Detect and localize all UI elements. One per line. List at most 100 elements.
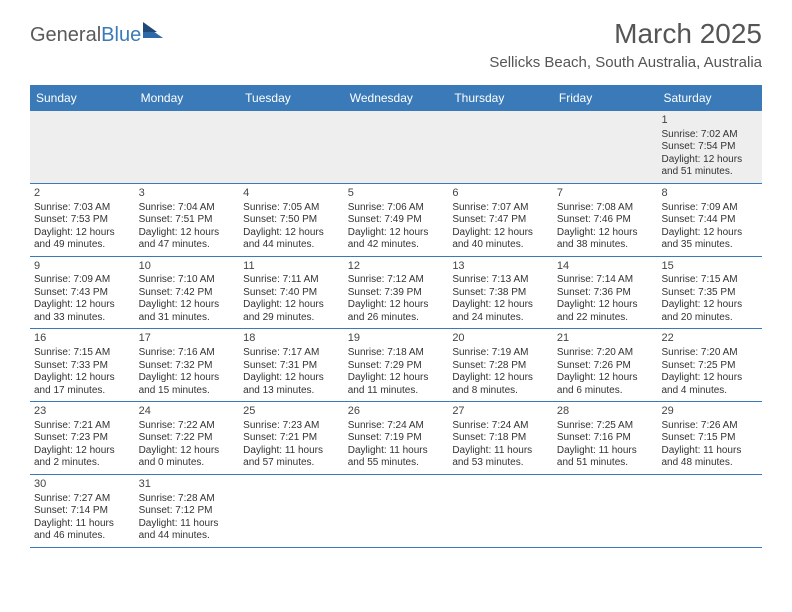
daylight-text: Daylight: 12 hours [557,372,654,385]
sunset-text: Sunset: 7:39 PM [348,287,445,300]
calendar-cell: 7Sunrise: 7:08 AMSunset: 7:46 PMDaylight… [553,184,658,256]
day-number: 3 [139,187,236,201]
sunrise-text: Sunrise: 7:10 AM [139,274,236,287]
sunrise-text: Sunrise: 7:15 AM [34,347,131,360]
calendar-cell: 14Sunrise: 7:14 AMSunset: 7:36 PMDayligh… [553,257,658,329]
daylight-text: and 51 minutes. [661,166,758,179]
daylight-text: and 13 minutes. [243,385,340,398]
day-number: 21 [557,332,654,346]
sunrise-text: Sunrise: 7:15 AM [661,274,758,287]
sunset-text: Sunset: 7:16 PM [557,432,654,445]
day-number: 8 [661,187,758,201]
calendar-week: 23Sunrise: 7:21 AMSunset: 7:23 PMDayligh… [30,402,762,475]
calendar-week: 1Sunrise: 7:02 AMSunset: 7:54 PMDaylight… [30,111,762,184]
daylight-text: and 31 minutes. [139,312,236,325]
daylight-text: and 22 minutes. [557,312,654,325]
daylight-text: Daylight: 12 hours [452,299,549,312]
day-number: 30 [34,478,131,492]
sunset-text: Sunset: 7:53 PM [34,214,131,227]
daylight-text: Daylight: 11 hours [34,518,131,531]
calendar-cell: 3Sunrise: 7:04 AMSunset: 7:51 PMDaylight… [135,184,240,256]
sunset-text: Sunset: 7:43 PM [34,287,131,300]
sunrise-text: Sunrise: 7:07 AM [452,202,549,215]
sunset-text: Sunset: 7:18 PM [452,432,549,445]
daylight-text: Daylight: 12 hours [661,154,758,167]
daylight-text: Daylight: 12 hours [452,227,549,240]
daylight-text: and 57 minutes. [243,457,340,470]
daylight-text: Daylight: 12 hours [557,227,654,240]
sunset-text: Sunset: 7:12 PM [139,505,236,518]
calendar-cell: 28Sunrise: 7:25 AMSunset: 7:16 PMDayligh… [553,402,658,474]
sunrise-text: Sunrise: 7:22 AM [139,420,236,433]
calendar-week: 16Sunrise: 7:15 AMSunset: 7:33 PMDayligh… [30,329,762,402]
daylight-text: Daylight: 12 hours [348,372,445,385]
calendar: Sunday Monday Tuesday Wednesday Thursday… [30,85,762,548]
calendar-cell: 11Sunrise: 7:11 AMSunset: 7:40 PMDayligh… [239,257,344,329]
sunrise-text: Sunrise: 7:28 AM [139,493,236,506]
sunset-text: Sunset: 7:36 PM [557,287,654,300]
calendar-cell: 6Sunrise: 7:07 AMSunset: 7:47 PMDaylight… [448,184,553,256]
daylight-text: Daylight: 12 hours [452,372,549,385]
sunrise-text: Sunrise: 7:24 AM [348,420,445,433]
calendar-cell: 18Sunrise: 7:17 AMSunset: 7:31 PMDayligh… [239,329,344,401]
day-number: 10 [139,260,236,274]
calendar-cell: 22Sunrise: 7:20 AMSunset: 7:25 PMDayligh… [657,329,762,401]
daylight-text: Daylight: 12 hours [34,445,131,458]
daylight-text: and 0 minutes. [139,457,236,470]
daylight-text: Daylight: 12 hours [34,372,131,385]
location: Sellicks Beach, South Australia, Austral… [489,54,762,71]
daylight-text: and 42 minutes. [348,239,445,252]
logo-flag-icon [143,22,165,43]
sunset-text: Sunset: 7:42 PM [139,287,236,300]
logo: General Blue [30,24,165,47]
calendar-week: 2Sunrise: 7:03 AMSunset: 7:53 PMDaylight… [30,184,762,257]
calendar-cell: 31Sunrise: 7:28 AMSunset: 7:12 PMDayligh… [135,475,240,547]
logo-text-general: General [30,24,101,47]
daylight-text: and 51 minutes. [557,457,654,470]
sunset-text: Sunset: 7:32 PM [139,360,236,373]
calendar-cell: 19Sunrise: 7:18 AMSunset: 7:29 PMDayligh… [344,329,449,401]
day-number: 13 [452,260,549,274]
sunrise-text: Sunrise: 7:05 AM [243,202,340,215]
sunrise-text: Sunrise: 7:03 AM [34,202,131,215]
day-number: 5 [348,187,445,201]
day-number: 1 [661,114,758,128]
sunset-text: Sunset: 7:25 PM [661,360,758,373]
sunrise-text: Sunrise: 7:11 AM [243,274,340,287]
sunrise-text: Sunrise: 7:08 AM [557,202,654,215]
calendar-cell [344,111,449,183]
calendar-cell: 21Sunrise: 7:20 AMSunset: 7:26 PMDayligh… [553,329,658,401]
day-number: 18 [243,332,340,346]
day-header: Friday [553,85,658,111]
sunrise-text: Sunrise: 7:06 AM [348,202,445,215]
daylight-text: and 46 minutes. [34,530,131,543]
sunset-text: Sunset: 7:23 PM [34,432,131,445]
calendar-cell: 17Sunrise: 7:16 AMSunset: 7:32 PMDayligh… [135,329,240,401]
daylight-text: and 24 minutes. [452,312,549,325]
sunrise-text: Sunrise: 7:14 AM [557,274,654,287]
calendar-cell [30,111,135,183]
day-number: 24 [139,405,236,419]
daylight-text: Daylight: 12 hours [661,372,758,385]
sunset-text: Sunset: 7:35 PM [661,287,758,300]
day-number: 7 [557,187,654,201]
sunset-text: Sunset: 7:29 PM [348,360,445,373]
sunset-text: Sunset: 7:44 PM [661,214,758,227]
daylight-text: and 17 minutes. [34,385,131,398]
daylight-text: and 33 minutes. [34,312,131,325]
daylight-text: Daylight: 12 hours [243,227,340,240]
daylight-text: Daylight: 12 hours [34,227,131,240]
daylight-text: Daylight: 12 hours [661,227,758,240]
daylight-text: and 35 minutes. [661,239,758,252]
daylight-text: and 38 minutes. [557,239,654,252]
day-number: 16 [34,332,131,346]
sunset-text: Sunset: 7:28 PM [452,360,549,373]
daylight-text: Daylight: 11 hours [661,445,758,458]
sunrise-text: Sunrise: 7:20 AM [661,347,758,360]
sunset-text: Sunset: 7:19 PM [348,432,445,445]
sunrise-text: Sunrise: 7:27 AM [34,493,131,506]
daylight-text: and 40 minutes. [452,239,549,252]
daylight-text: and 20 minutes. [661,312,758,325]
calendar-cell [448,475,553,547]
calendar-cell [239,111,344,183]
